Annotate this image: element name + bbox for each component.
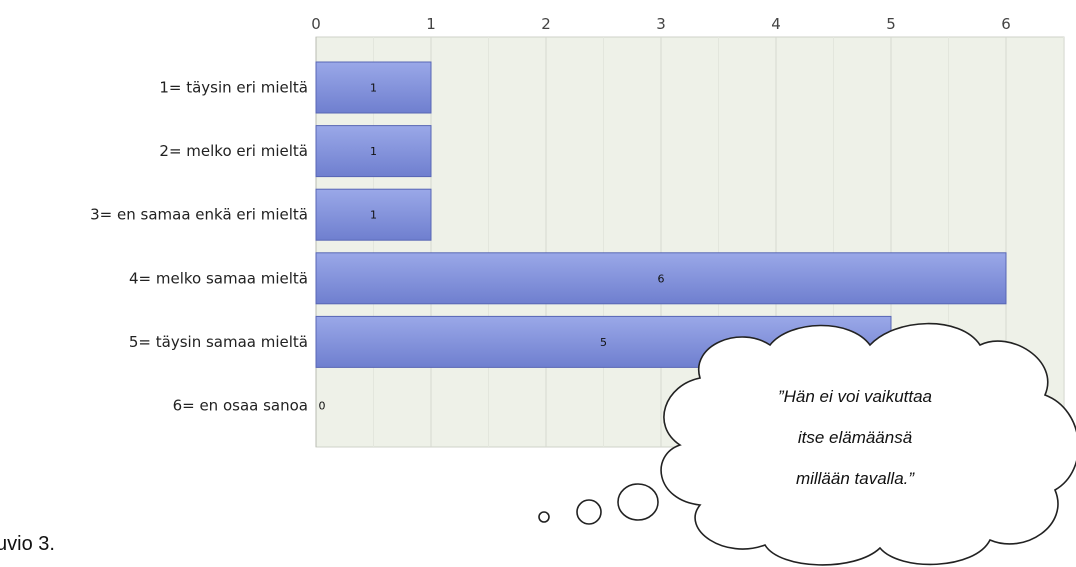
bar-data-label: 1 (370, 209, 377, 222)
callout-line-3: millään tavalla.” (796, 469, 915, 488)
bar-data-label: 0 (319, 400, 326, 413)
category-labels: 1= täysin eri mieltä 2= melko eri mieltä 3… (90, 79, 308, 415)
x-tick-label: 0 (311, 15, 321, 33)
category-label: 6= en osaa sanoa (173, 397, 308, 415)
category-label: 4= melko samaa mieltä (129, 269, 308, 287)
x-tick-label: 1 (426, 15, 436, 33)
category-label: 2= melko eri mieltä (159, 142, 308, 160)
gridlines (315, 37, 1064, 447)
callout-line-1: ”Hän ei voi vaikuttaa (778, 387, 932, 406)
category-label: 5= täysin samaa mieltä (129, 333, 308, 351)
thought-dot-small (538, 511, 550, 523)
bar-data-label: 1 (370, 145, 377, 158)
bar (315, 252, 1007, 305)
x-tick-label: 4 (771, 15, 781, 33)
bar (315, 61, 432, 114)
x-tick-label: 6 (1001, 15, 1011, 33)
bar (315, 125, 432, 178)
x-tick-label: 3 (656, 15, 666, 33)
category-label: 3= en samaa enkä eri mieltä (90, 206, 308, 224)
thought-dot-medium (576, 499, 602, 525)
category-label: 1= täysin eri mieltä (159, 79, 308, 97)
thought-bubble: ”Hän ei voi vaikuttaa itse elämäänsä mil… (538, 322, 1076, 566)
x-axis-ticks: 0 1 2 3 4 5 6 (311, 15, 1011, 33)
x-tick-label: 5 (886, 15, 896, 33)
cloud-shape (660, 322, 1076, 566)
x-tick-label: 2 (541, 15, 551, 33)
figure-caption: uvio 3. (0, 533, 55, 555)
callout-line-2: itse elämäänsä (798, 428, 912, 447)
bar-data-label: 1 (370, 82, 377, 95)
bar (315, 188, 432, 241)
bar-data-label: 6 (658, 272, 665, 285)
bars: 1 1 1 6 5 0 (315, 61, 1007, 413)
thought-dot-large (617, 483, 659, 521)
bar-data-label: 5 (600, 336, 607, 349)
